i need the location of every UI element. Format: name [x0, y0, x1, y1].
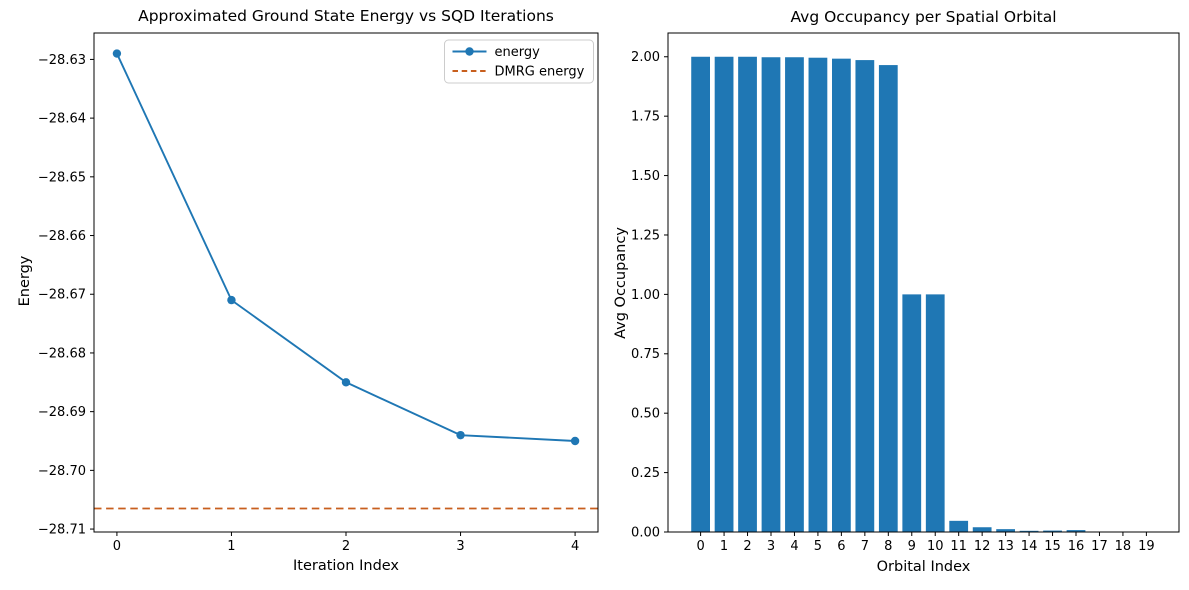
x-tick-label: 15	[1044, 539, 1061, 554]
legend-label: DMRG energy	[495, 64, 585, 79]
y-tick-label: 0.50	[631, 407, 660, 422]
legend-sample-marker	[465, 47, 474, 56]
left-chart-xlabel: Iteration Index	[292, 558, 400, 574]
y-tick-label: −28.67	[38, 288, 86, 303]
occupancy-bar	[855, 60, 875, 533]
x-tick-label: 11	[950, 539, 967, 554]
occupancy-bar	[972, 527, 992, 532]
right-chart-ylabel: Avg Occupancy	[613, 227, 629, 339]
y-tick-label: −28.66	[38, 229, 86, 244]
x-tick-label: 18	[1115, 539, 1132, 554]
x-tick-label: 1	[720, 539, 728, 554]
x-tick-label: 6	[837, 539, 845, 554]
y-tick-label: −28.71	[38, 522, 86, 537]
x-tick-label: 1	[227, 539, 235, 554]
y-tick-label: −28.68	[38, 346, 86, 361]
x-tick-label: 19	[1138, 539, 1155, 554]
y-tick-label: −28.65	[38, 170, 86, 185]
x-tick-label: 0	[113, 539, 121, 554]
y-tick-label: 2.00	[631, 50, 660, 65]
right-chart-xlabel: Orbital Index	[876, 559, 971, 575]
right-chart-title: Avg Occupancy per Spatial Orbital	[790, 8, 1057, 26]
left-chart-title: Approximated Ground State Energy vs SQD …	[138, 7, 554, 25]
energy-point	[341, 378, 351, 387]
y-tick-label: −28.63	[38, 53, 86, 68]
x-tick-label: 4	[790, 539, 798, 554]
x-tick-label: 12	[974, 539, 991, 554]
y-tick-label: −28.69	[38, 405, 86, 420]
y-tick-label: 1.75	[631, 110, 660, 125]
occupancy-bar	[902, 294, 922, 532]
y-tick-label: 0.00	[631, 525, 660, 540]
energy-point	[456, 430, 465, 440]
energy-point	[227, 295, 236, 305]
occupancy-bar	[761, 57, 781, 533]
x-tick-label: 4	[571, 539, 579, 554]
x-tick-label: 3	[456, 539, 464, 554]
legend-label: energy	[495, 45, 541, 60]
y-tick-label: 1.00	[631, 288, 660, 303]
occupancy-bar	[925, 294, 945, 532]
y-tick-label: 0.25	[631, 466, 660, 481]
x-tick-label: 2	[342, 539, 350, 554]
occupancy-bar	[996, 529, 1015, 532]
y-tick-label: −28.64	[38, 112, 86, 127]
energy-point	[112, 49, 122, 58]
x-tick-label: 14	[1021, 539, 1038, 554]
occupancy-bar	[1066, 530, 1086, 532]
y-tick-label: 0.75	[631, 347, 660, 362]
y-tick-label: 1.50	[631, 169, 660, 184]
occupancy-bar	[949, 520, 969, 532]
x-tick-label: 0	[696, 539, 704, 554]
energy-axes-spines	[93, 32, 599, 533]
x-tick-label: 8	[884, 539, 892, 554]
occupancy-bar	[1019, 530, 1039, 532]
x-tick-label: 16	[1068, 539, 1085, 554]
x-tick-label: 3	[767, 539, 775, 554]
y-tick-label: 1.25	[631, 228, 660, 243]
occupancy-bar	[691, 56, 710, 532]
left-chart-ylabel: Energy	[17, 255, 33, 307]
occupancy-bar	[714, 56, 734, 532]
occupancy-bar	[808, 57, 828, 533]
x-tick-label: 7	[861, 539, 869, 554]
energy-point	[570, 436, 580, 446]
occupancy-axes-spines	[667, 32, 1180, 533]
y-tick-label: −28.70	[38, 464, 86, 479]
occupancy-bar	[878, 65, 898, 532]
occupancy-bar	[832, 58, 851, 532]
x-tick-label: 9	[908, 539, 916, 554]
occupancy-bar	[1043, 530, 1062, 532]
x-tick-label: 13	[997, 539, 1014, 554]
x-tick-label: 2	[743, 539, 751, 554]
x-tick-label: 10	[927, 539, 944, 554]
x-tick-label: 17	[1091, 539, 1108, 554]
x-tick-label: 5	[814, 539, 822, 554]
occupancy-bar	[785, 57, 804, 533]
occupancy-bar	[738, 56, 757, 532]
